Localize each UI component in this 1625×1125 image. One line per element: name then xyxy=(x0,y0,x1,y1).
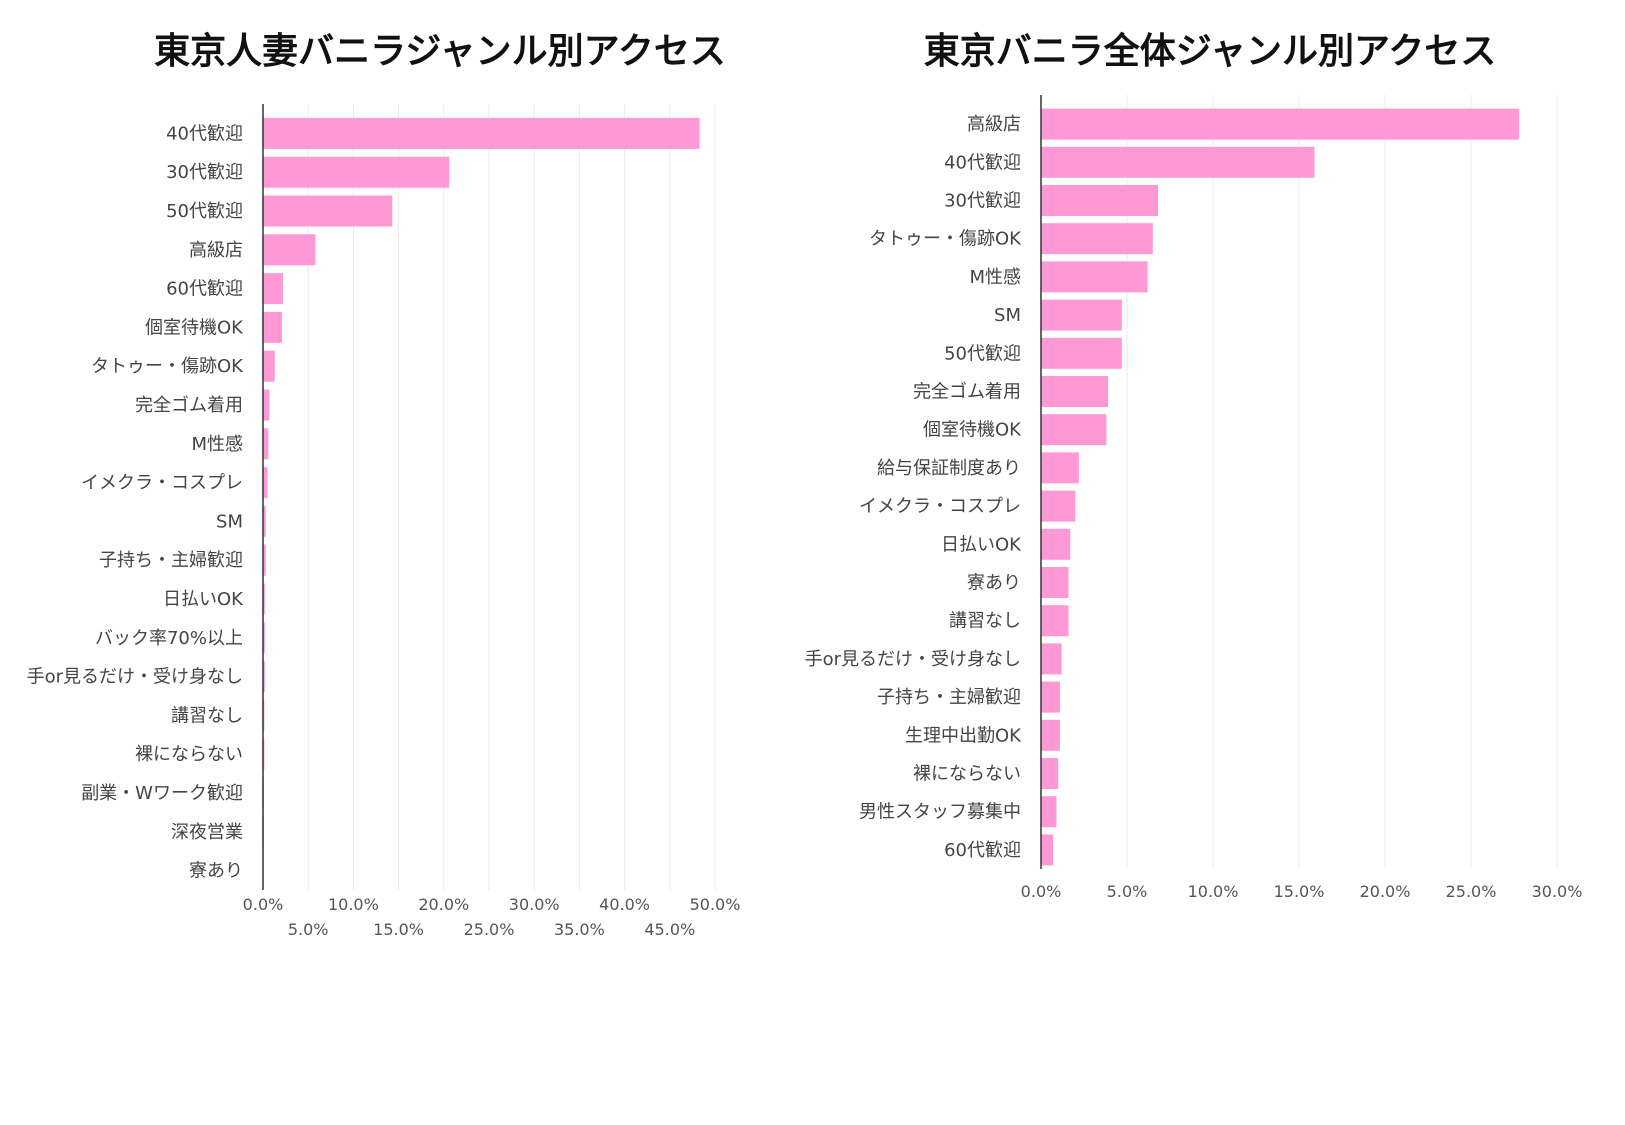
tick-label: 20.0% xyxy=(1360,882,1411,901)
bar xyxy=(1041,605,1069,637)
bar xyxy=(1041,223,1153,255)
bar xyxy=(1041,719,1060,751)
bar xyxy=(1041,528,1071,560)
bar xyxy=(1041,758,1059,789)
category-label: タトゥー・傷跡OK xyxy=(91,356,244,377)
tick-label: 15.0% xyxy=(373,920,424,939)
tick-label: 20.0% xyxy=(418,895,469,914)
category-label: 寮あり xyxy=(189,861,243,882)
category-label: M性感 xyxy=(191,434,243,455)
category-label: 50代歓迎 xyxy=(166,201,243,222)
tick-label: 10.0% xyxy=(328,895,379,914)
category-label: 50代歓迎 xyxy=(944,343,1021,364)
category-label: 40代歓迎 xyxy=(944,152,1021,173)
bar xyxy=(1041,261,1148,293)
bar xyxy=(1041,146,1315,178)
tick-label: 35.0% xyxy=(554,920,605,939)
category-label: 40代歓迎 xyxy=(166,123,243,144)
tick-label: 30.0% xyxy=(509,895,560,914)
tick-label: 40.0% xyxy=(599,895,650,914)
category-label: 高級店 xyxy=(189,240,243,261)
category-label: 手or見るだけ・受け身なし xyxy=(27,667,243,688)
bar xyxy=(263,505,266,537)
category-label: イメクラ・コスプレ xyxy=(859,496,1021,517)
bar xyxy=(263,389,270,421)
category-label: SM xyxy=(994,305,1021,326)
bar xyxy=(1041,643,1062,675)
bar xyxy=(263,117,700,149)
category-label: 60代歓迎 xyxy=(944,840,1021,861)
category-label: 講習なし xyxy=(171,705,243,726)
tick-label: 30.0% xyxy=(1532,882,1583,901)
category-label: 個室待機OK xyxy=(145,317,244,338)
tick-label: 50.0% xyxy=(690,895,741,914)
tick-label: 10.0% xyxy=(1188,882,1239,901)
bar xyxy=(263,234,316,266)
bar xyxy=(1041,185,1158,216)
bar xyxy=(1041,834,1054,866)
bar xyxy=(1041,452,1079,484)
bar xyxy=(263,467,268,499)
bar xyxy=(263,195,393,227)
category-label: 副業・Wワーク歓迎 xyxy=(81,783,243,804)
bar xyxy=(263,273,283,305)
category-label: 30代歓迎 xyxy=(166,162,243,183)
category-label: 講習なし xyxy=(949,611,1021,632)
category-label: 完全ゴム着用 xyxy=(913,382,1021,403)
category-label: 裸にならない xyxy=(135,744,243,765)
category-label: 生理中出勤OK xyxy=(905,725,1022,746)
bar xyxy=(1041,567,1069,598)
category-label: 30代歓迎 xyxy=(944,191,1021,212)
category-label: SM xyxy=(216,511,243,532)
category-label: M性感 xyxy=(969,267,1021,288)
category-label: タトゥー・傷跡OK xyxy=(869,229,1022,250)
category-label: 子持ち・主婦歓迎 xyxy=(877,687,1021,708)
category-label: 日払いOK xyxy=(941,534,1022,555)
bar xyxy=(263,156,450,188)
category-label: 日払いOK xyxy=(163,589,244,610)
bar xyxy=(263,622,265,654)
bar xyxy=(1041,108,1520,140)
bar xyxy=(1041,490,1076,522)
bar xyxy=(263,428,269,460)
tick-label: 25.0% xyxy=(464,920,515,939)
bar xyxy=(1041,376,1109,407)
category-label: 手or見るだけ・受け身なし xyxy=(805,649,1021,670)
bar xyxy=(263,583,265,615)
bar xyxy=(1041,796,1057,828)
bar xyxy=(263,661,265,693)
right-chart-title: 東京バニラ全体ジャンル別アクセス xyxy=(923,31,1497,72)
bar xyxy=(1041,414,1107,446)
category-label: 高級店 xyxy=(967,114,1021,135)
tick-label: 25.0% xyxy=(1446,882,1497,901)
tick-label: 0.0% xyxy=(243,895,284,914)
bar xyxy=(1041,337,1122,369)
bar xyxy=(263,311,282,343)
category-label: 個室待機OK xyxy=(923,420,1022,441)
category-label: 男性スタッフ募集中 xyxy=(859,802,1021,823)
bar xyxy=(1041,299,1122,331)
tick-label: 5.0% xyxy=(1107,882,1148,901)
category-label: 子持ち・主婦歓迎 xyxy=(99,550,243,571)
category-label: 裸にならない xyxy=(913,764,1021,785)
category-label: イメクラ・コスプレ xyxy=(81,473,243,494)
category-label: 寮あり xyxy=(967,573,1021,594)
bar xyxy=(1041,681,1060,713)
left-chart-title: 東京人妻バニラジャンル別アクセス xyxy=(154,31,726,72)
tick-label: 15.0% xyxy=(1274,882,1325,901)
category-label: 60代歓迎 xyxy=(166,279,243,300)
category-label: 深夜営業 xyxy=(171,822,243,843)
category-label: 給与保証制度あり xyxy=(877,458,1021,479)
tick-label: 5.0% xyxy=(288,920,329,939)
category-label: 完全ゴム着用 xyxy=(135,395,243,416)
category-label: バック率70%以上 xyxy=(95,628,243,649)
tick-label: 0.0% xyxy=(1021,882,1062,901)
tick-label: 45.0% xyxy=(644,920,695,939)
bar xyxy=(263,350,275,382)
bar xyxy=(263,544,266,576)
